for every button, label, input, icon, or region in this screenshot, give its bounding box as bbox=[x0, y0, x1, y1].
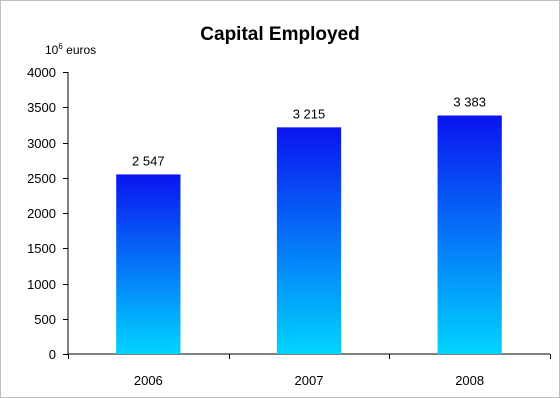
data-label: 3 215 bbox=[293, 106, 326, 121]
data-label: 3 383 bbox=[453, 94, 486, 109]
bar bbox=[276, 127, 342, 354]
unit-exponent: 6 bbox=[58, 42, 63, 51]
y-tick-label: 4000 bbox=[27, 65, 56, 80]
x-tick-label: 2008 bbox=[455, 373, 484, 388]
x-tick-label: 2007 bbox=[295, 373, 324, 388]
x-tick-label: 2006 bbox=[134, 373, 163, 388]
data-label: 2 547 bbox=[132, 153, 165, 168]
y-tick-label: 3500 bbox=[27, 100, 56, 115]
y-tick-label: 2000 bbox=[27, 206, 56, 221]
unit-suffix: euros bbox=[62, 43, 97, 57]
y-tick-label: 1500 bbox=[27, 241, 56, 256]
chart-title: Capital Employed bbox=[200, 24, 360, 45]
y-tick-label: 0 bbox=[49, 347, 56, 362]
y-tick-label: 500 bbox=[34, 312, 56, 327]
unit-base: 10 bbox=[45, 43, 59, 57]
y-tick-label: 3000 bbox=[27, 136, 56, 151]
y-tick-label: 2500 bbox=[27, 171, 56, 186]
y-unit-label: 106 euros bbox=[45, 42, 96, 57]
y-tick-label: 1000 bbox=[27, 277, 56, 292]
bar bbox=[116, 174, 181, 354]
bar bbox=[437, 115, 502, 354]
